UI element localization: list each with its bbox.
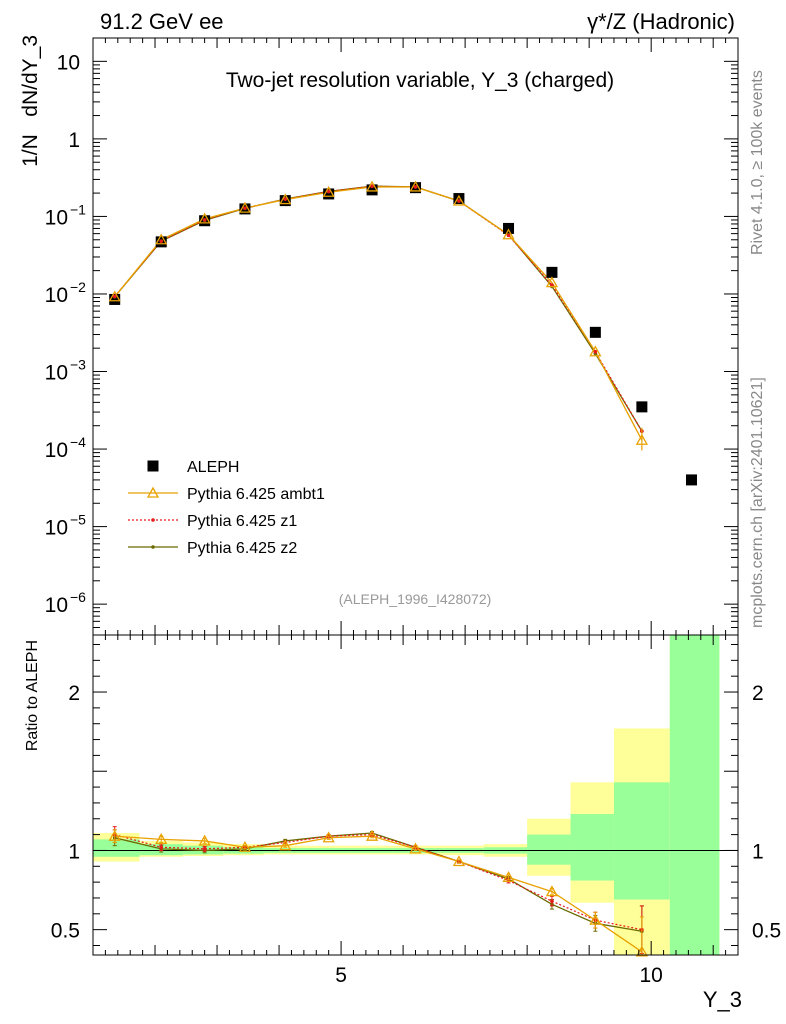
ambt1-marker bbox=[545, 885, 559, 897]
y-tick-label: 1 bbox=[68, 129, 80, 152]
ratio-y-tick-label-right: 2 bbox=[752, 682, 764, 705]
y-tick-label: 10 bbox=[57, 51, 80, 74]
aleph-marker bbox=[636, 401, 648, 413]
ratio-band-inner bbox=[527, 834, 571, 865]
ambt1-marker bbox=[108, 829, 121, 841]
ratio-y-tick-label-right: 1 bbox=[752, 840, 764, 863]
ambt1-marker bbox=[238, 201, 252, 213]
z1-marker bbox=[370, 184, 374, 189]
y-tick-exponent: −4 bbox=[70, 434, 86, 450]
z2-main-line bbox=[114, 185, 643, 432]
z1-marker bbox=[159, 239, 164, 243]
ambt1-marker bbox=[502, 871, 515, 883]
z1-marker bbox=[202, 847, 207, 851]
ambt1-marker bbox=[452, 855, 466, 867]
z1-marker bbox=[151, 518, 155, 522]
aleph-marker bbox=[366, 184, 378, 196]
ratio-y-tick-label: 1 bbox=[68, 840, 80, 863]
chart-title: Two-jet resolution variable, Y_3 (charge… bbox=[226, 69, 614, 92]
ratio-band-inner bbox=[613, 782, 670, 900]
ambt1-marker bbox=[322, 831, 335, 843]
legend-label: Pythia 6.425 ambt1 bbox=[187, 486, 325, 503]
y-tick-exponent: −3 bbox=[70, 357, 86, 373]
rivet-label: Rivet 4.1.0, ≥ 100k events bbox=[749, 70, 766, 255]
z1-main-line bbox=[114, 185, 643, 432]
x-tick-label: 5 bbox=[335, 964, 347, 987]
ambt1-marker bbox=[409, 180, 422, 192]
z1-marker bbox=[112, 294, 117, 299]
ambt1-marker bbox=[635, 945, 648, 957]
ambt1-marker bbox=[198, 212, 211, 224]
ratio-ylabel: Ratio to ALEPH bbox=[24, 640, 41, 751]
ambt1-marker bbox=[238, 840, 252, 852]
ambt1-marker bbox=[409, 842, 422, 854]
ratio-band-inner bbox=[669, 635, 720, 955]
ambt1-marker bbox=[365, 180, 379, 192]
header-left: 91.2 GeV ee bbox=[100, 9, 224, 34]
ambt1-marker bbox=[365, 829, 379, 841]
aleph-marker bbox=[323, 188, 335, 200]
z1-marker bbox=[159, 845, 164, 850]
aleph-marker bbox=[546, 266, 558, 278]
ratio-y-tick-label: 2 bbox=[68, 682, 80, 705]
legend: ALEPH Pythia 6.425 ambt1 Pythia 6.425 z1 Py… bbox=[128, 459, 325, 557]
y-tick-label: 10 bbox=[45, 284, 68, 307]
z1-marker bbox=[243, 206, 247, 210]
z1-marker bbox=[593, 349, 598, 354]
legend-label: Pythia 6.425 z2 bbox=[187, 540, 297, 557]
legend-label: ALEPH bbox=[187, 459, 239, 476]
ratio-panel: 5 10 0.5 0.5 1 1 2 2 bbox=[51, 634, 781, 987]
y-tick-exponent: −2 bbox=[70, 279, 86, 295]
aleph-marker bbox=[147, 460, 159, 472]
ratio-band-inner bbox=[570, 814, 614, 881]
ambt1-marker bbox=[589, 913, 602, 925]
y-tick-exponent: −6 bbox=[70, 589, 86, 605]
ambt1-marker bbox=[545, 276, 559, 288]
x-tick-label: 10 bbox=[639, 964, 662, 987]
z1-marker bbox=[326, 189, 331, 194]
main-ylabel: 1/N dN/dY_3 bbox=[19, 35, 42, 167]
ambt1-marker bbox=[279, 839, 292, 851]
y-tick-label: 10 bbox=[45, 439, 68, 462]
xlabel: Y_3 bbox=[703, 987, 742, 1012]
ambt1-marker bbox=[452, 194, 466, 206]
y-tick-label: 10 bbox=[45, 206, 68, 229]
ambt1-marker bbox=[198, 834, 211, 846]
z1-marker bbox=[550, 899, 554, 903]
y-tick-label: 10 bbox=[45, 594, 68, 617]
aleph-marker bbox=[453, 193, 465, 205]
z1-marker bbox=[202, 218, 207, 222]
aleph-marker bbox=[589, 326, 601, 338]
ambt1-marker bbox=[108, 290, 121, 302]
z1-marker bbox=[413, 185, 418, 189]
y-tick-label: 10 bbox=[45, 517, 68, 540]
ratio-y-tick-label-right: 0.5 bbox=[752, 920, 781, 943]
aleph-marker bbox=[685, 474, 697, 486]
ambt1-marker bbox=[279, 193, 292, 205]
analysis-tag: (ALEPH_1996_I428072) bbox=[339, 591, 492, 607]
aleph-marker bbox=[109, 293, 121, 305]
z1-marker bbox=[283, 197, 288, 201]
z1-marker bbox=[457, 199, 461, 203]
mcplots-label: mcplots.cern.ch [arXiv:2401.10621] bbox=[749, 377, 766, 628]
y-tick-label: 10 bbox=[45, 362, 68, 385]
y-tick-exponent: −1 bbox=[70, 201, 86, 217]
ratio-y-tick-label: 0.5 bbox=[51, 920, 80, 943]
z1-marker bbox=[506, 233, 511, 238]
ambt1-marker bbox=[502, 228, 515, 240]
ratio-band-inner bbox=[93, 839, 140, 857]
ambt1-marker bbox=[322, 185, 335, 197]
ambt1-marker bbox=[589, 345, 602, 357]
header-right: γ*/Z (Hadronic) bbox=[587, 9, 735, 34]
z2-marker bbox=[151, 545, 155, 549]
y-tick-exponent: −5 bbox=[70, 512, 86, 528]
ambt1-marker bbox=[146, 486, 160, 498]
legend-label: Pythia 6.425 z1 bbox=[187, 513, 297, 530]
ambt1-marker bbox=[155, 233, 168, 245]
ambt1-marker bbox=[155, 833, 168, 845]
